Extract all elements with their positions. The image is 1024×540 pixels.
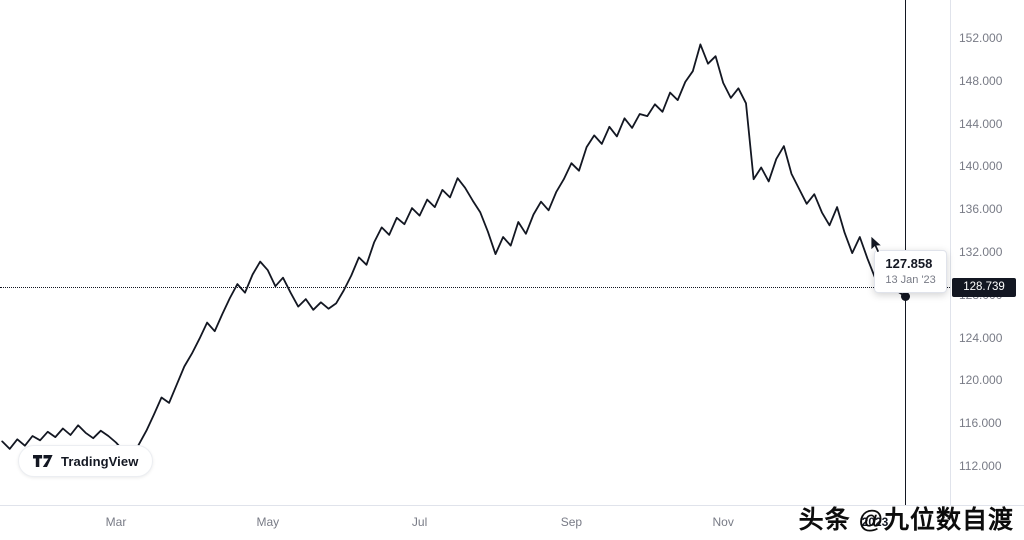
price-axis-label: 152.000 <box>959 31 1003 45</box>
price-axis-label: 116.000 <box>959 416 1002 431</box>
price-axis-label: 120.000 <box>959 373 1003 388</box>
time-axis-label: Nov <box>712 515 734 529</box>
price-line-chart <box>1 43 907 458</box>
last-price-marker <box>901 292 911 302</box>
tradingview-logo-label: TradingView <box>61 453 139 469</box>
tradingview-logo[interactable]: TradingView <box>18 445 154 477</box>
price-axis[interactable]: 128.739 152.000 148.000 144.000 140.000 136.… <box>950 0 1024 505</box>
mouse-cursor-icon <box>870 236 883 254</box>
tooltip-date: 13 Jan '23 <box>885 274 936 287</box>
price-axis-label: 136.000 <box>959 202 1003 217</box>
price-axis-label: 112.000 <box>959 459 1002 473</box>
current-price-line <box>0 286 950 288</box>
time-axis-label: 2023 <box>861 515 889 529</box>
time-axis-label: May <box>256 515 280 529</box>
price-tooltip: 127.858 13 Jan '23 <box>874 250 947 294</box>
time-axis[interactable]: Mar May Jul Sep Nov 2023 <box>0 505 1024 540</box>
current-price-badge: 128.739 <box>952 277 1016 297</box>
watermark-text: 头条 @九位数自渡 <box>798 506 1014 534</box>
price-axis-label: 140.000 <box>959 159 1003 174</box>
time-axis-label: Jul <box>411 515 428 529</box>
time-axis-label: Sep <box>560 515 583 529</box>
tooltip-price: 127.858 <box>885 256 933 272</box>
tradingview-logo-icon <box>33 455 53 467</box>
price-axis-label: 148.000 <box>959 73 1003 88</box>
price-axis-label: 132.000 <box>959 245 1003 259</box>
price-axis-label: 144.000 <box>959 116 1003 131</box>
price-axis-label: 124.000 <box>959 330 1003 345</box>
chart-plot-area[interactable]: 127.858 13 Jan '23 TradingView <box>0 0 950 505</box>
time-axis-label: Mar <box>105 515 127 529</box>
